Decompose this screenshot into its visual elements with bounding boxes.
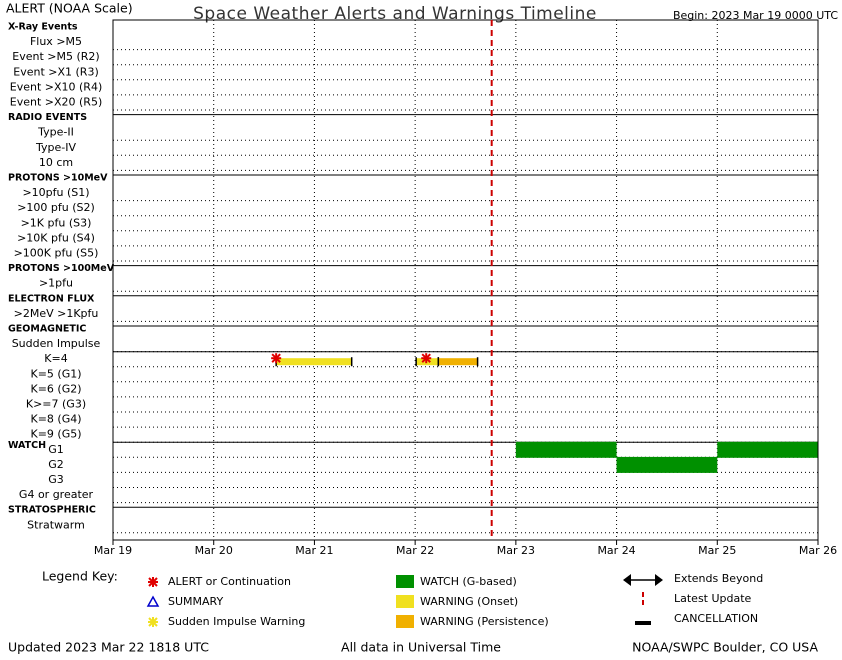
row-label: Event >X1 (R3) [13,65,98,78]
row-label: Type-II [37,126,74,139]
section-title: WATCH [8,440,46,451]
x-tick-label: Mar 25 [698,544,736,557]
row-label: Sudden Impulse [12,337,101,350]
section-title: GEOMAGNETIC [8,324,86,335]
legend-symbol [396,575,414,588]
row-label: Stratwarm [27,518,85,531]
legend-label: WARNING (Onset) [420,595,518,608]
row-label: G3 [48,473,64,486]
row-label: >1K pfu (S3) [21,216,92,229]
legend-label: ALERT or Continuation [168,575,291,588]
row-label: G4 or greater [19,488,94,501]
chart-title: Space Weather Alerts and Warnings Timeli… [193,4,597,24]
row-label: Event >X20 (R5) [10,96,102,109]
section-title: X-Ray Events [8,22,78,33]
row-label: G2 [48,458,64,471]
legend-symbol [635,621,651,625]
row-label: >1pfu [39,277,73,290]
section-title: RADIO EVENTS [8,112,87,123]
section-title: PROTONS >100MeV [8,263,115,274]
row-label: Flux >M5 [30,35,82,48]
legend-label: Sudden Impulse Warning [168,615,305,628]
section-title: PROTONS >10MeV [8,173,108,184]
begin-label: Begin: 2023 Mar 19 0000 UTC [673,9,838,22]
row-label: K=6 (G2) [30,382,81,395]
legend-symbol [146,595,160,607]
bar [717,441,818,458]
x-tick-label: Mar 20 [195,544,233,557]
legend-label: WARNING (Persistence) [420,615,549,628]
bar [515,441,617,458]
alert-marker [421,353,432,364]
legend-title: Legend Key: [42,569,118,584]
x-tick-label: Mar 26 [799,544,837,557]
row-label: Event >M5 (R2) [12,50,99,63]
row-label: K=5 (G1) [30,367,81,380]
row-label: >100K pfu (S5) [14,247,99,260]
row-label: >10K pfu (S4) [17,231,95,244]
legend-label: WATCH (G-based) [420,575,517,588]
legend-label: Latest Update [674,592,752,605]
row-label: >10pfu (S1) [22,186,89,199]
bar [416,358,439,366]
legend-symbol [396,615,414,628]
bar [616,456,718,473]
alert-marker [148,577,158,587]
footer-left: Updated 2023 Mar 22 1818 UTC [8,640,209,655]
row-label: G1 [48,443,64,456]
x-tick-label: Mar 23 [497,544,535,557]
row-label: 10 cm [39,156,73,169]
x-tick-label: Mar 21 [295,544,333,557]
bar [276,358,352,366]
row-label: K=8 (G4) [30,413,81,426]
row-label: >2MeV >1Kpfu [14,307,99,320]
row-label: K=9 (G5) [30,428,81,441]
x-tick-label: Mar 24 [597,544,635,557]
bar [438,358,478,366]
x-tick-label: Mar 19 [94,544,132,557]
footer-right: NOAA/SWPC Boulder, CO USA [632,640,818,655]
chart-header: ALERT (NOAA Scale) [6,1,133,16]
section-title: ELECTRON FLUX [8,293,95,304]
legend-label: SUMMARY [168,595,223,608]
alert-marker [271,353,282,364]
row-label: K=4 [44,352,67,365]
row-label: Type-IV [35,141,76,154]
plot-border [112,19,819,541]
legend-label: CANCELLATION [674,612,758,625]
row-label: Event >X10 (R4) [10,80,102,93]
row-label: >100 pfu (S2) [17,201,95,214]
row-label: K>=7 (G3) [26,398,86,411]
alert-marker [148,617,158,627]
section-title: STRATOSPHERIC [8,505,96,516]
footer-center: All data in Universal Time [341,640,501,655]
legend-label: Extends Beyond [674,572,763,585]
legend-symbol [396,595,414,608]
x-tick-label: Mar 22 [396,544,434,557]
